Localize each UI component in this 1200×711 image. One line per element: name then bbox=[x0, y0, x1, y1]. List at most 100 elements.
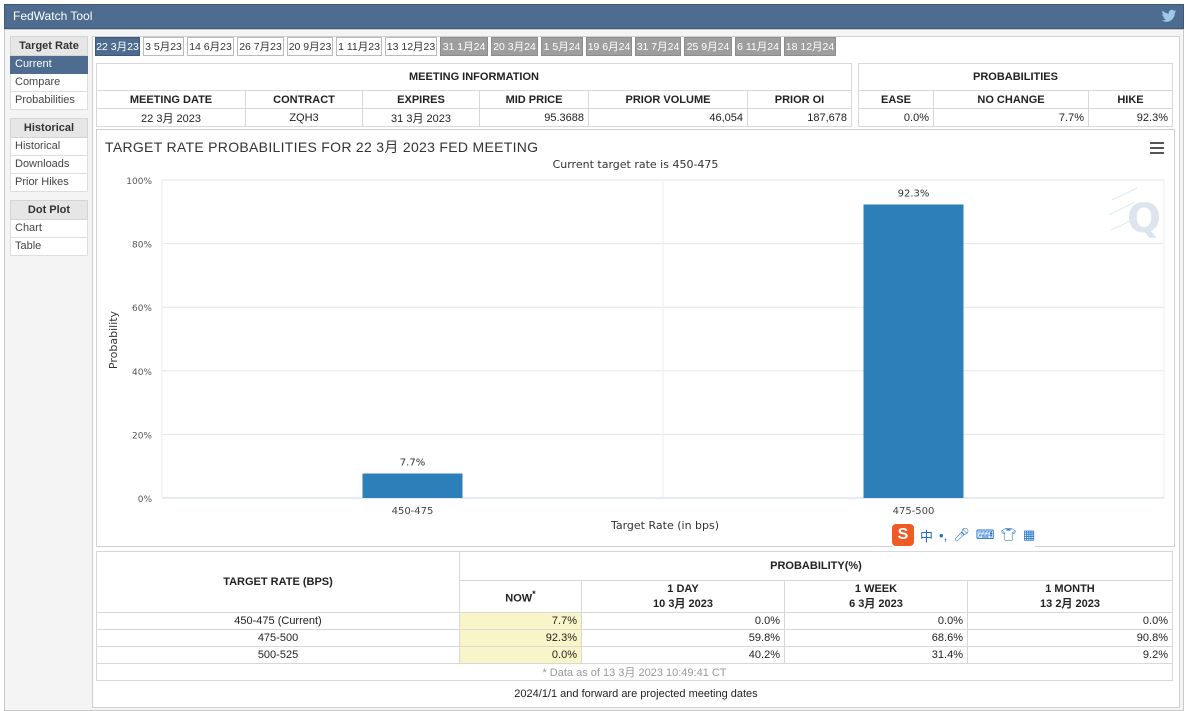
probability-header: PROBABILITY(%) bbox=[459, 550, 1173, 582]
y-tick-label: 80% bbox=[132, 241, 152, 251]
col-1-day: 1 DAY 10 3月 2023 bbox=[581, 580, 785, 613]
now-label: NOW bbox=[505, 592, 533, 605]
title-bar: FedWatch Tool bbox=[4, 4, 1184, 29]
sidebar-item-current[interactable]: Current bbox=[10, 56, 88, 74]
bar-450-475[interactable] bbox=[362, 473, 463, 498]
svg-text:Q: Q bbox=[1127, 196, 1161, 242]
probabilities-header: PROBABILITIES bbox=[858, 63, 1173, 91]
bar-data-label: 92.3% bbox=[898, 188, 930, 199]
tab-meeting[interactable]: 22 3月23 bbox=[95, 37, 140, 56]
mid-price-value: 95.3688 bbox=[479, 108, 589, 127]
tab-meeting[interactable]: 1 11月23 bbox=[336, 37, 382, 56]
tab-meeting[interactable]: 20 9月23 bbox=[287, 37, 333, 56]
chart-menu-icon[interactable] bbox=[1150, 142, 1164, 157]
x-axis-title: Target Rate (in bps) bbox=[610, 519, 719, 532]
now-cell: 7.7% bbox=[459, 612, 582, 630]
one-day-cell: 0.0% bbox=[581, 612, 785, 630]
chart-title: TARGET RATE PROBABILITIES FOR 22 3月 2023… bbox=[105, 139, 539, 155]
sidebar: Target Rate Current Compare Probabilitie… bbox=[10, 36, 88, 256]
sidebar-item-downloads[interactable]: Downloads bbox=[10, 156, 88, 174]
tab-meeting[interactable]: 31 1月24 bbox=[440, 37, 488, 56]
contract-value: ZQH3 bbox=[245, 108, 363, 127]
col-now: NOW* bbox=[459, 580, 582, 613]
sidebar-item-prior-hikes[interactable]: Prior Hikes bbox=[10, 174, 88, 192]
tab-meeting[interactable]: 19 6月24 bbox=[586, 37, 632, 56]
meeting-information-table: MEETING INFORMATION MEETING DATE CONTRAC… bbox=[96, 63, 852, 127]
tab-meeting[interactable]: 1 5月24 bbox=[541, 37, 583, 56]
y-tick-label: 20% bbox=[132, 431, 152, 441]
sidebar-item-historical[interactable]: Historical bbox=[10, 138, 88, 156]
now-cell: 92.3% bbox=[459, 629, 582, 647]
probabilities-panel: PROBABILITIES EASE NO CHANGE HIKE 0.0% 7… bbox=[858, 63, 1173, 127]
sidebar-heading-historical: Historical bbox=[10, 118, 88, 138]
twitter-icon[interactable] bbox=[1161, 8, 1177, 24]
chart-subtitle: Current target rate is 450-475 bbox=[552, 158, 719, 171]
projected-dates-footnote: 2024/1/1 and forward are projected meeti… bbox=[514, 688, 758, 700]
rate-cell: 450-475 (Current) bbox=[96, 612, 460, 630]
x-tick-label: 475-500 bbox=[893, 506, 935, 517]
app-title: FedWatch Tool bbox=[13, 9, 93, 23]
y-tick-label: 0% bbox=[138, 495, 153, 505]
period-label: 1 DAY bbox=[667, 582, 699, 595]
prior-volume-value: 46,054 bbox=[588, 108, 748, 127]
one-month-cell: 9.2% bbox=[967, 646, 1173, 664]
tab-meeting[interactable]: 26 7月23 bbox=[237, 37, 284, 56]
sidebar-item-table[interactable]: Table bbox=[10, 238, 88, 256]
period-date: 13 2月 2023 bbox=[1040, 597, 1100, 610]
col-mid-price: MID PRICE bbox=[479, 90, 589, 109]
col-no-change: NO CHANGE bbox=[933, 90, 1089, 109]
toolbox-icon[interactable]: ▦ bbox=[1022, 527, 1036, 542]
tab-meeting[interactable]: 14 6月23 bbox=[187, 37, 234, 56]
col-expires: EXPIRES bbox=[362, 90, 480, 109]
period-date: 6 3月 2023 bbox=[849, 597, 903, 610]
meeting-date-value: 22 3月 2023 bbox=[96, 108, 246, 127]
period-date: 10 3月 2023 bbox=[653, 597, 713, 610]
sidebar-heading-dot-plot: Dot Plot bbox=[10, 200, 88, 220]
ime-punctuation-icon[interactable]: •, bbox=[939, 527, 948, 543]
expires-value: 31 3月 2023 bbox=[362, 108, 480, 127]
tab-meeting[interactable]: 31 7月24 bbox=[635, 37, 681, 56]
rate-cell: 500-525 bbox=[96, 646, 460, 664]
skin-icon[interactable]: 👕︎ bbox=[1000, 527, 1017, 542]
sidebar-item-probabilities[interactable]: Probabilities bbox=[10, 92, 88, 110]
tab-meeting[interactable]: 20 3月24 bbox=[491, 37, 538, 56]
period-label: 1 MONTH bbox=[1045, 582, 1095, 595]
table-row: 500-525 0.0% 40.2% 31.4% 9.2% bbox=[96, 646, 1173, 664]
sidebar-heading-target-rate: Target Rate bbox=[10, 36, 88, 56]
tab-meeting[interactable]: 13 12月23 bbox=[385, 37, 437, 56]
col-1-week: 1 WEEK 6 3月 2023 bbox=[784, 580, 968, 613]
bar-475-500[interactable] bbox=[863, 204, 964, 498]
meeting-information-panel: MEETING INFORMATION MEETING DATE CONTRAC… bbox=[96, 63, 852, 127]
sidebar-item-compare[interactable]: Compare bbox=[10, 74, 88, 92]
ease-value: 0.0% bbox=[858, 108, 934, 127]
rate-cell: 475-500 bbox=[96, 629, 460, 647]
keyboard-icon[interactable]: ⌨ bbox=[975, 527, 995, 542]
sogou-logo-icon[interactable]: S bbox=[892, 524, 914, 546]
col-ease: EASE bbox=[858, 90, 934, 109]
one-day-cell: 40.2% bbox=[581, 646, 785, 664]
table-row: 450-475 (Current) 7.7% 0.0% 0.0% 0.0% bbox=[96, 612, 1173, 630]
microphone-icon[interactable]: 🎤︎ bbox=[953, 527, 970, 542]
probability-history-panel: TARGET RATE (BPS) PROBABILITY(%) NOW* 1 … bbox=[96, 550, 1173, 681]
y-tick-label: 100% bbox=[126, 177, 152, 187]
col-contract: CONTRACT bbox=[245, 90, 363, 109]
period-label: 1 WEEK bbox=[854, 582, 898, 595]
now-footnote-mark: * bbox=[532, 588, 536, 599]
chart-panel: TARGET RATE PROBABILITIES FOR 22 3月 2023… bbox=[96, 129, 1175, 547]
tab-meeting[interactable]: 3 5月23 bbox=[143, 37, 184, 56]
hike-value: 92.3% bbox=[1088, 108, 1173, 127]
sidebar-item-chart[interactable]: Chart bbox=[10, 220, 88, 238]
tab-meeting[interactable]: 6 11月24 bbox=[735, 37, 781, 56]
ime-chinese-mode-icon[interactable]: 中 bbox=[920, 528, 934, 544]
y-axis-title: Probability bbox=[107, 310, 120, 369]
tab-meeting[interactable]: 25 9月24 bbox=[684, 37, 732, 56]
data-as-of-note: * Data as of 13 3月 2023 10:49:41 CT bbox=[96, 663, 1173, 681]
x-tick-label: 450-475 bbox=[392, 506, 434, 517]
probability-bar-chart: 0% 20% 40% 60% 80% 100% 7.7% 450-475 92.3% 475-50… bbox=[107, 177, 1165, 532]
col-prior-oi: PRIOR OI bbox=[747, 90, 852, 109]
col-target-rate: TARGET RATE (BPS) bbox=[96, 551, 460, 613]
ime-toolbar[interactable]: S 中 •, 🎤︎ ⌨ 👕︎ ▦ bbox=[892, 523, 1036, 547]
tab-meeting[interactable]: 18 12月24 bbox=[784, 37, 836, 56]
col-hike: HIKE bbox=[1088, 90, 1173, 109]
now-cell: 0.0% bbox=[459, 646, 582, 664]
